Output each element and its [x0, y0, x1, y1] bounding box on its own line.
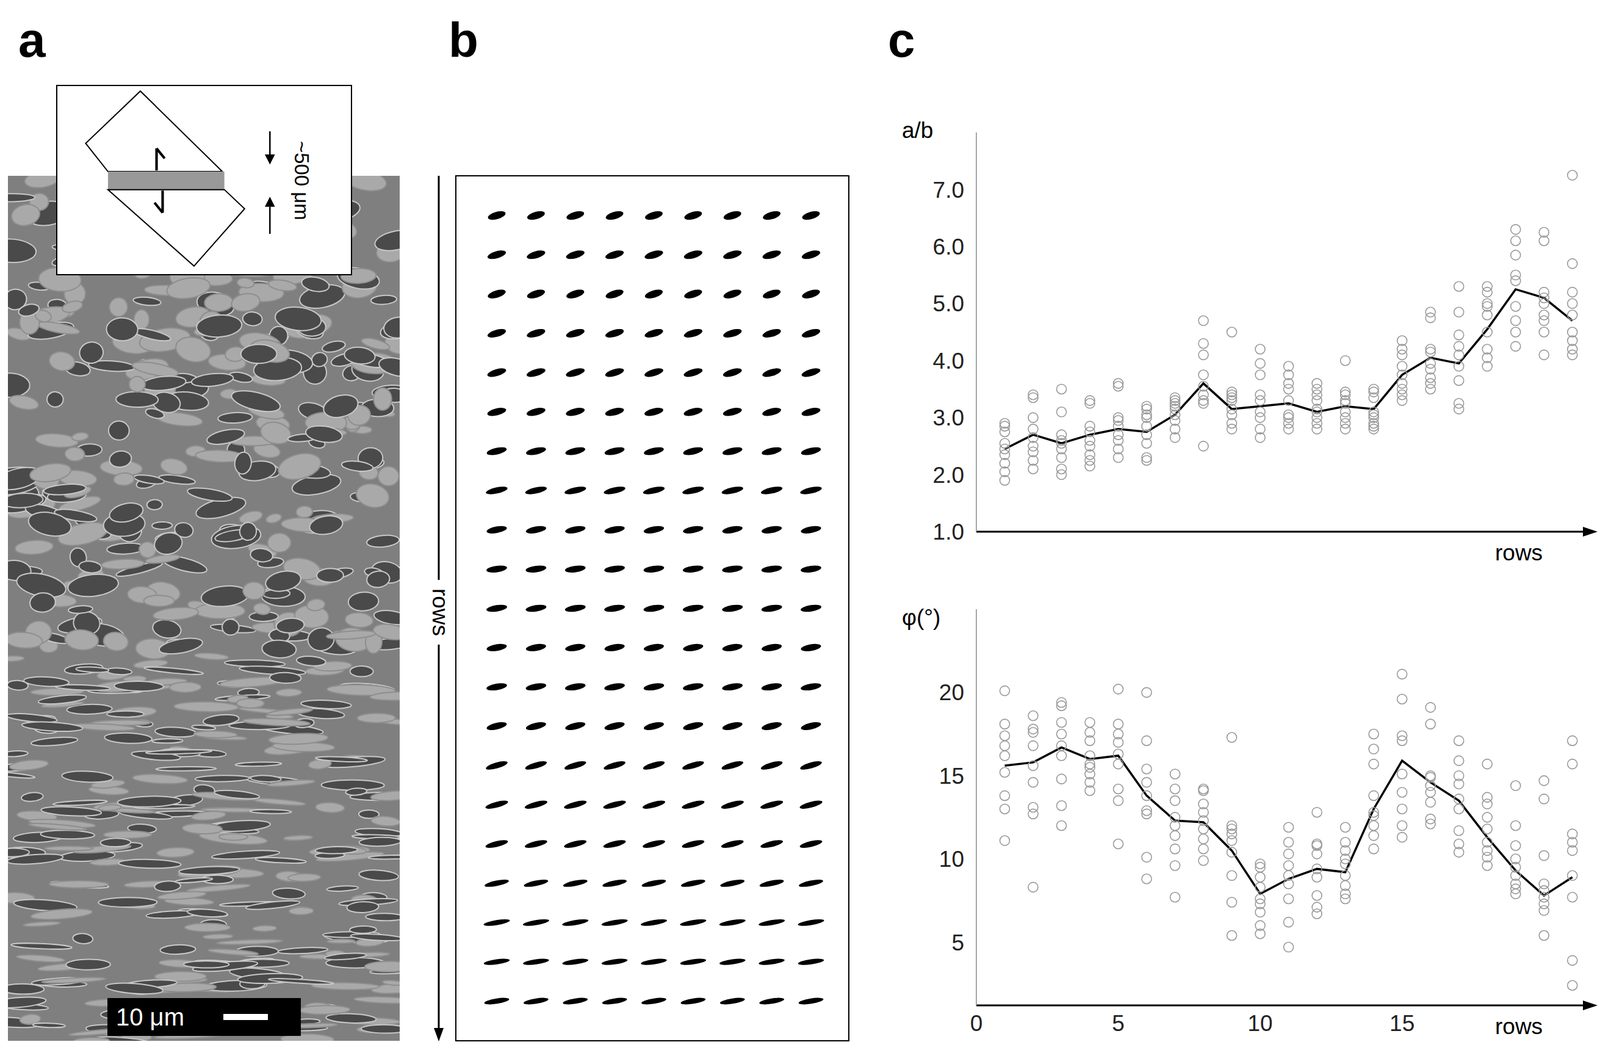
html-text:φ(°): φ(°) — [901, 604, 941, 630]
svg-text:10: 10 — [939, 846, 965, 872]
html-text:rows: rows — [1495, 1013, 1543, 1039]
svg-text:0: 0 — [970, 1010, 984, 1036]
svg-text:20: 20 — [939, 679, 965, 705]
svg-text:5.0: 5.0 — [933, 291, 965, 317]
html-text:a/b: a/b — [901, 117, 934, 143]
html-text:a: a — [18, 12, 46, 68]
svg-text:5: 5 — [951, 929, 965, 955]
html-text:b: b — [448, 12, 479, 68]
svg-text:1.0: 1.0 — [933, 519, 965, 544]
html-text:rows: rows — [1495, 540, 1543, 566]
svg-text:15: 15 — [1389, 1010, 1415, 1036]
html-text:10 μm: 10 μm — [115, 1003, 185, 1031]
svg-text:15: 15 — [939, 763, 965, 789]
html-text:c: c — [887, 12, 916, 68]
svg-text:6.0: 6.0 — [933, 234, 965, 260]
svg-text:10: 10 — [1247, 1010, 1273, 1036]
svg-text:3.0: 3.0 — [933, 405, 965, 431]
svg-text:7.0: 7.0 — [933, 177, 965, 203]
svg-text:rows: rows — [427, 588, 453, 636]
svg-text:4.0: 4.0 — [933, 348, 965, 374]
svg-text:5: 5 — [1111, 1010, 1125, 1036]
svg-text:2.0: 2.0 — [933, 462, 965, 488]
svg-text:~500 μm: ~500 μm — [290, 140, 314, 221]
